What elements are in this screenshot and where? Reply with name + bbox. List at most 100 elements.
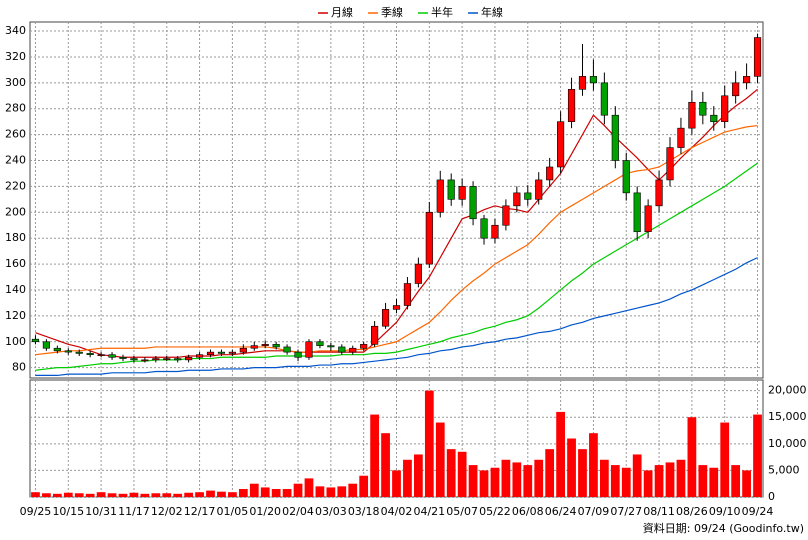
candle-body [403,283,412,306]
candle-body [753,37,762,77]
candle-body [546,166,554,181]
footer: 資料日期: 09/24 (Goodinfo.tw) [643,521,804,535]
candle-body [491,224,499,239]
volume-bar [435,422,445,497]
candle-body [174,358,182,361]
candle-body [578,76,587,90]
x-tick-label: 06/08 [512,505,544,518]
volume-bar [140,493,150,497]
candle-body [360,344,368,349]
volume-bar [753,414,762,497]
y-tick-label: 200 [5,205,26,218]
volume-bar [392,470,401,497]
moving-average-line [35,257,758,377]
y-tick-label: 180 [5,231,26,244]
volume-bar [337,486,347,497]
volume-bar [610,465,620,497]
volume-bar [217,491,226,497]
candle-body [567,89,576,122]
moving-average-line [35,124,758,356]
candle-body [524,192,532,200]
volume-bar [249,483,259,497]
volume-bar [632,454,642,497]
volume-bar [731,465,741,497]
x-tick-label: 03/03 [315,505,347,518]
candle-body [42,341,50,349]
candle-body [217,351,226,354]
volume-bar [271,489,281,497]
volume-bar [720,422,730,497]
candle-body [633,192,641,233]
candle-body [502,205,510,226]
volume-bar [326,487,336,497]
x-tick-label: 01/05 [217,505,249,518]
candle-body [589,76,598,84]
y2-tick-label: 20,000 [768,384,807,397]
volume-bar [173,493,183,497]
y-tick-label: 220 [5,179,26,192]
volume-bar [424,390,434,497]
x-tick-label: 02/04 [282,505,314,518]
y2-tick-label: 5,000 [768,463,800,476]
volume-bar [107,493,117,497]
volume-bar [457,451,467,497]
volume-bar [468,465,478,497]
volume-bar [512,462,522,497]
candle-body [327,345,335,348]
x-tick-label: 10/15 [52,505,84,518]
volume-bar [31,492,40,497]
candle-body [272,344,280,348]
candle-body [688,101,696,129]
volume-bar [195,492,204,497]
candle-body [425,211,433,265]
candle-body [721,95,729,122]
x-tick-label: 12/17 [184,505,216,518]
candle-body [535,179,543,200]
candle-body [163,358,171,360]
volume-bar [523,465,533,497]
volume-bar [599,459,609,497]
volume-bar [501,459,511,497]
x-tick-label: 04/02 [381,505,413,518]
volume-bar [643,470,653,497]
volume-bar [742,470,751,497]
x-tick-label: 01/20 [249,505,281,518]
volume-bar [621,467,631,497]
volume-bar [348,483,358,497]
candle-body [31,338,40,343]
volume-bar [238,489,248,497]
y-tick-label: 260 [5,128,26,141]
candle-body [349,347,357,353]
volume-bar [654,465,664,497]
volume-bar [260,487,270,497]
volume-bar [414,454,423,497]
volume-bar [709,467,719,497]
candle-body [655,179,663,207]
volume-bar [534,459,544,497]
x-tick-label: 05/22 [479,505,511,518]
x-tick-label: 08/26 [676,505,708,518]
candle-body [206,351,215,355]
x-tick-label: 05/07 [446,505,478,518]
candle-body [600,82,608,116]
volume-bar [282,489,292,497]
y-tick-label: 120 [5,309,26,322]
volume-bar [578,449,587,497]
x-tick-label: 11/17 [118,505,150,518]
candle-body [447,179,455,200]
volume-bar [556,411,565,497]
volume-bar [687,417,697,497]
legend-label: 年線 [481,5,503,19]
candle-body [436,179,444,213]
volume-bar [293,483,303,497]
y-tick-label: 100 [5,335,26,348]
volume-bar [85,493,95,497]
candle-body [557,121,565,168]
volume-bar [63,492,73,497]
x-tick-label: 12/02 [151,505,183,518]
y2-tick-label: 10,000 [768,437,807,450]
volume-bar [118,493,128,497]
candle-body [338,346,346,353]
volume-bar [567,438,576,497]
